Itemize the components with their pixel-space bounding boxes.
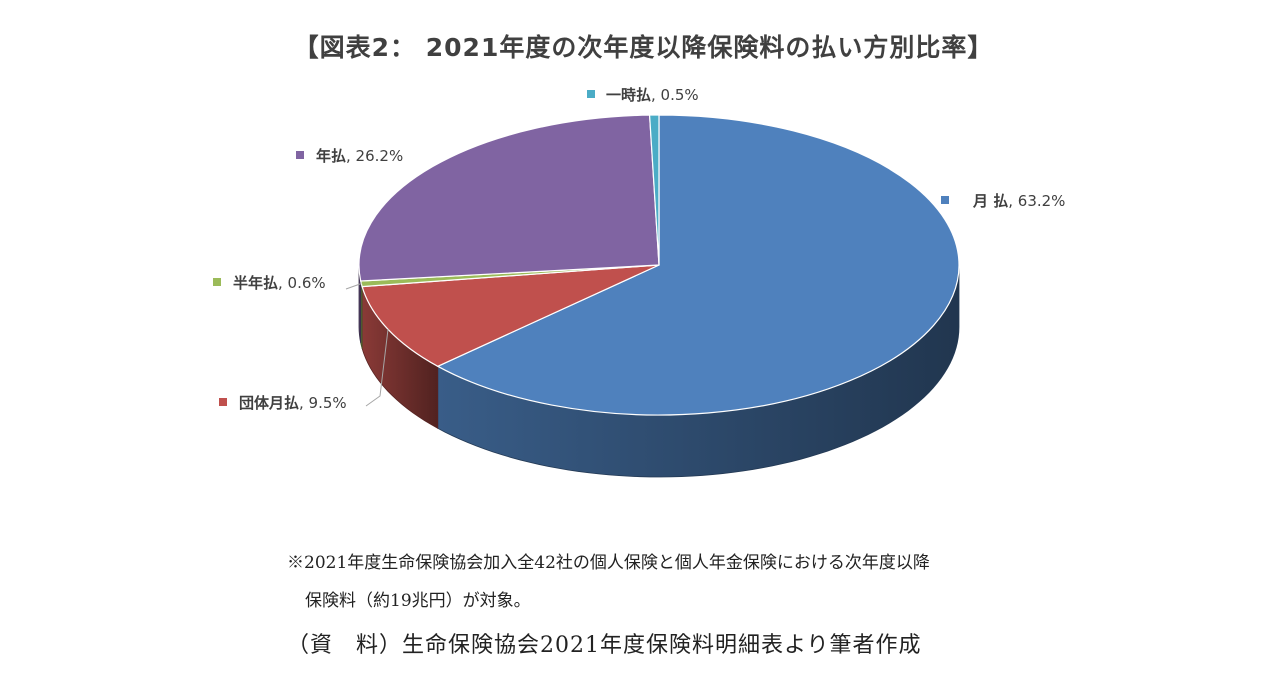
slice-label: 団体月払, 9.5%	[239, 394, 347, 412]
slice-label: 半年払, 0.6%	[233, 274, 326, 292]
footnote-line-1: ※2021年度生命保険協会加入全42社の個人保険と個人年金保険における次年度以降	[287, 553, 930, 573]
slice-label: 月 払, 63.2%	[972, 192, 1065, 210]
leader-line	[345, 283, 362, 290]
pie-slice	[436, 114, 960, 416]
legend-marker	[213, 278, 221, 286]
legend-marker	[941, 196, 949, 204]
footnote-line-2: 保険料（約19兆円）が対象。	[305, 591, 531, 611]
pie-slice	[648, 114, 660, 266]
pie-slice	[361, 264, 660, 367]
legend-marker	[296, 151, 304, 159]
chart-title: 【図表2： 2021年度の次年度以降保険料の払い方別比率】	[293, 33, 994, 62]
source-note: （資 料）生命保険協会2021年度保険料明細表より筆者作成	[287, 633, 922, 658]
legend-marker	[587, 90, 595, 98]
slice-label: 一時払, 0.5%	[606, 86, 699, 104]
leader-line	[365, 329, 389, 407]
legend-marker	[219, 398, 227, 406]
pie-slice	[358, 114, 660, 282]
slice-label: 年払, 26.2%	[316, 147, 403, 165]
